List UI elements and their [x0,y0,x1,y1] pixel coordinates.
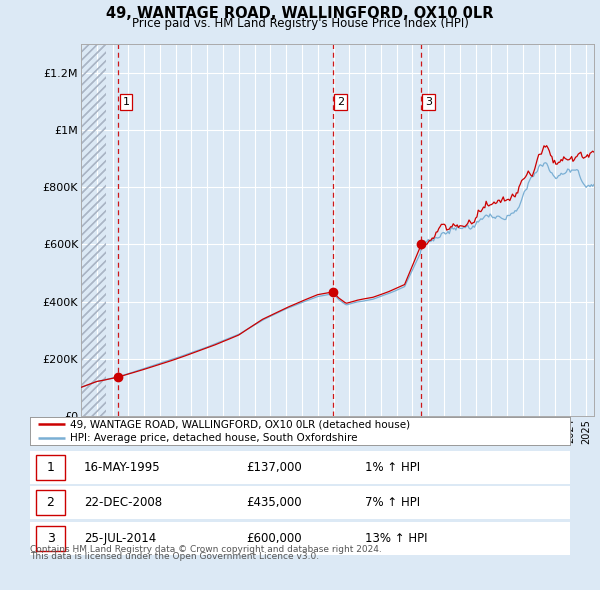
Text: 16-MAY-1995: 16-MAY-1995 [84,461,161,474]
Text: 1: 1 [122,97,130,107]
Text: 49, WANTAGE ROAD, WALLINGFORD, OX10 0LR (detached house): 49, WANTAGE ROAD, WALLINGFORD, OX10 0LR … [71,419,410,429]
Text: Price paid vs. HM Land Registry's House Price Index (HPI): Price paid vs. HM Land Registry's House … [131,17,469,30]
Text: 3: 3 [425,97,432,107]
FancyBboxPatch shape [37,455,65,480]
Text: 1% ↑ HPI: 1% ↑ HPI [365,461,420,474]
Text: 2: 2 [337,97,344,107]
Text: Contains HM Land Registry data © Crown copyright and database right 2024.: Contains HM Land Registry data © Crown c… [30,545,382,553]
FancyBboxPatch shape [37,526,65,550]
Text: £600,000: £600,000 [246,532,302,545]
Text: 25-JUL-2014: 25-JUL-2014 [84,532,156,545]
Bar [81,44,106,416]
Text: £435,000: £435,000 [246,496,302,509]
Text: 49, WANTAGE ROAD, WALLINGFORD, OX10 0LR: 49, WANTAGE ROAD, WALLINGFORD, OX10 0LR [106,6,494,21]
Text: This data is licensed under the Open Government Licence v3.0.: This data is licensed under the Open Gov… [30,552,319,560]
Text: 22-DEC-2008: 22-DEC-2008 [84,496,162,509]
FancyBboxPatch shape [37,490,65,515]
Text: 7% ↑ HPI: 7% ↑ HPI [365,496,420,509]
Text: £137,000: £137,000 [246,461,302,474]
Text: HPI: Average price, detached house, South Oxfordshire: HPI: Average price, detached house, Sout… [71,434,358,443]
Text: 2: 2 [47,496,55,509]
Text: 3: 3 [47,532,55,545]
Text: 13% ↑ HPI: 13% ↑ HPI [365,532,427,545]
Text: 1: 1 [47,461,55,474]
